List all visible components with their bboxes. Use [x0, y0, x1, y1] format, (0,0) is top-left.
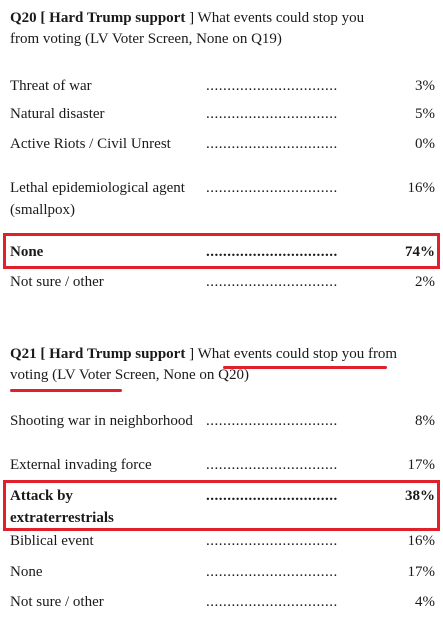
row-percent: 74% — [405, 244, 435, 260]
row-leader-dots: ............................... — [206, 457, 338, 473]
row-leader-dots: ............................... — [206, 533, 338, 549]
row-percent: 2% — [415, 274, 435, 290]
q21-mid: ] — [185, 346, 198, 362]
row-leader-dots: ............................... — [206, 488, 338, 504]
q21-underline-line2 — [10, 389, 122, 392]
row-leader-dots: ............................... — [206, 274, 338, 290]
row-percent: 16% — [407, 180, 436, 196]
q20-question: Q20 [ Hard Trump support ] What events c… — [10, 8, 390, 50]
row-label: Lethal epidemiological agent (smallpox) — [10, 180, 185, 218]
row-percent: 3% — [415, 78, 435, 94]
row-percent: 5% — [415, 106, 435, 122]
row-leader-dots: ............................... — [206, 244, 338, 260]
row-label: External invading force — [10, 457, 152, 473]
row-label: None — [10, 244, 44, 260]
q20-none-highlight-box — [3, 233, 440, 269]
row-percent: 8% — [415, 413, 435, 429]
row-label: Not sure / other — [10, 594, 104, 610]
row-leader-dots: ............................... — [206, 78, 338, 94]
q20-tag: Hard Trump support — [49, 10, 186, 26]
row-percent: 0% — [415, 136, 435, 152]
row-percent: 16% — [407, 533, 436, 549]
row-label: Not sure / other — [10, 274, 104, 290]
row-label: Natural disaster — [10, 106, 105, 122]
q20-suffix: ] What events could stop you from voting… — [10, 10, 365, 47]
row-leader-dots: ............................... — [206, 564, 338, 580]
row-label: Threat of war — [10, 78, 92, 94]
row-leader-dots: ............................... — [206, 106, 338, 122]
row-leader-dots: ............................... — [206, 594, 338, 610]
q21-suffix: (LV Voter Screen, None on Q20) — [48, 367, 250, 383]
row-label: None — [10, 564, 43, 580]
row-percent: 4% — [415, 594, 435, 610]
q21-prefix: Q21 [ — [10, 346, 50, 362]
row-label: Biblical event — [10, 533, 94, 549]
q21-tag: Hard Trump support — [49, 346, 186, 362]
row-percent: 17% — [407, 457, 436, 473]
row-leader-dots: ............................... — [206, 136, 338, 152]
row-label: Shooting war in neighborhood — [10, 413, 193, 429]
row-label: Active Riots / Civil Unrest — [10, 136, 171, 152]
row-percent: 17% — [407, 564, 436, 580]
q21-underline-line1 — [223, 366, 387, 369]
q20-prefix: Q20 [ — [10, 10, 50, 26]
q21-highlight: What events could stop you from voting — [10, 346, 398, 383]
row-percent: 38% — [405, 488, 435, 504]
row-leader-dots: ............................... — [206, 413, 338, 429]
q21-question: Q21 [ Hard Trump support ] What events c… — [10, 344, 410, 386]
row-label: Attack by extraterrestrials — [10, 488, 114, 526]
row-leader-dots: ............................... — [206, 180, 338, 196]
q21-extraterrestrials-highlight-box — [3, 480, 440, 531]
